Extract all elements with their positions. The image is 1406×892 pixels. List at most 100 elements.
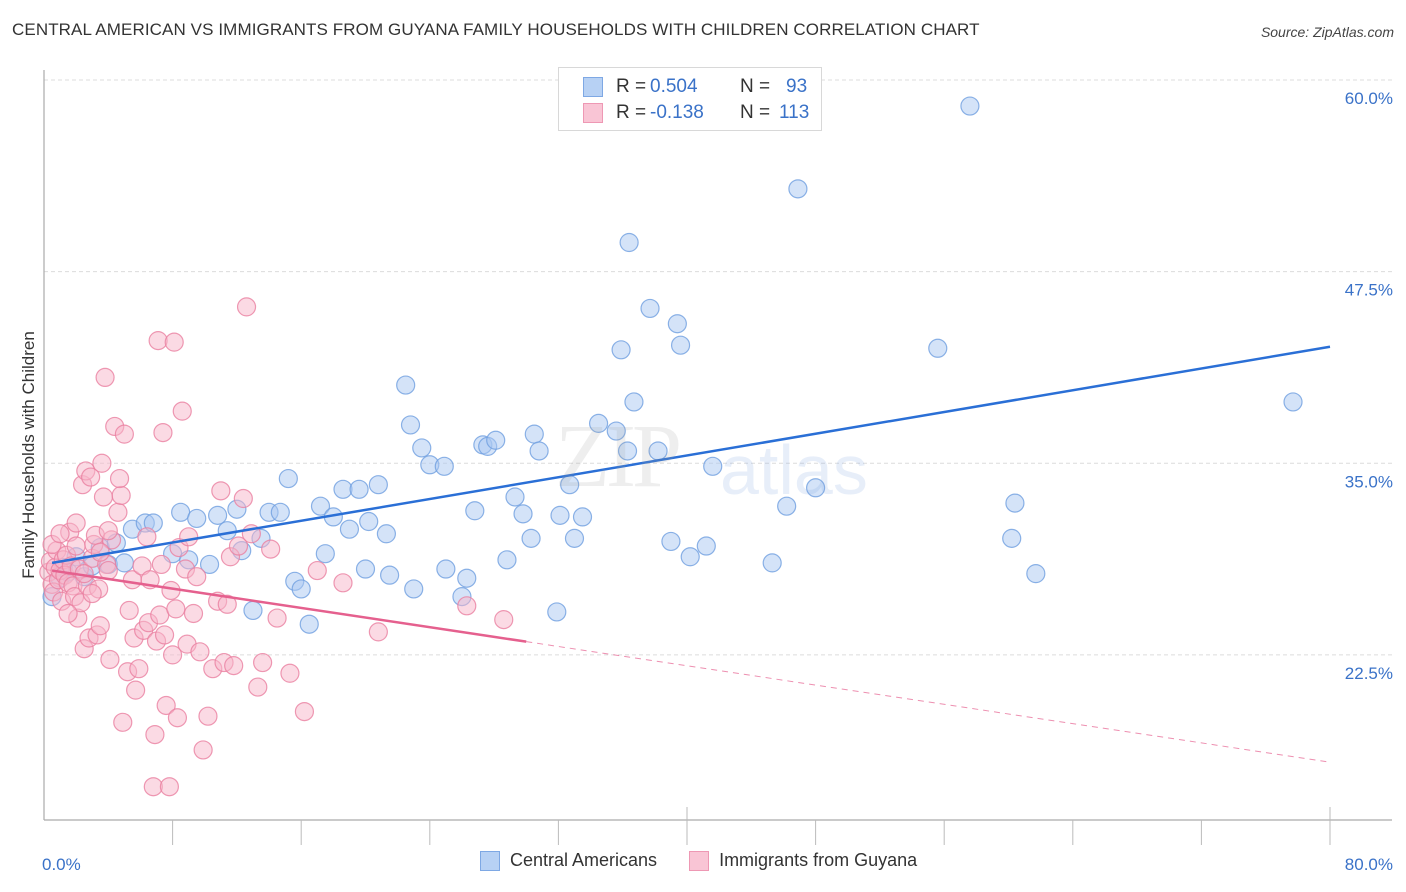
trend-line-central-americans bbox=[51, 345, 1331, 565]
data-point bbox=[58, 603, 78, 624]
data-point bbox=[270, 502, 290, 522]
data-point bbox=[436, 559, 456, 579]
data-point bbox=[171, 502, 191, 522]
data-point bbox=[159, 777, 179, 797]
data-point bbox=[762, 553, 782, 573]
data-point bbox=[497, 550, 517, 570]
data-point bbox=[294, 701, 315, 722]
data-point bbox=[611, 340, 631, 360]
data-point bbox=[670, 335, 691, 355]
trend-line-guyana-extension bbox=[526, 641, 1331, 763]
legend-row-guyana: R = -0.138 N = 113 bbox=[583, 100, 809, 126]
data-point bbox=[547, 602, 567, 622]
legend-n-label: N = bbox=[740, 102, 771, 123]
data-point bbox=[376, 524, 396, 544]
data-point bbox=[190, 642, 210, 662]
data-point bbox=[1002, 528, 1022, 548]
data-point bbox=[228, 536, 249, 556]
data-point bbox=[457, 568, 477, 588]
data-point bbox=[457, 596, 477, 616]
data-point bbox=[95, 367, 115, 388]
data-point bbox=[333, 573, 353, 593]
data-point bbox=[486, 430, 506, 450]
data-point bbox=[145, 724, 165, 745]
trend-lines bbox=[51, 345, 1331, 763]
data-point bbox=[100, 649, 120, 670]
data-point bbox=[66, 536, 86, 556]
data-point bbox=[150, 605, 170, 625]
data-point bbox=[154, 625, 175, 645]
legend-r-label: R = bbox=[616, 102, 647, 123]
data-point bbox=[680, 547, 700, 567]
data-point bbox=[183, 603, 204, 624]
data-point bbox=[310, 496, 331, 516]
data-point bbox=[291, 579, 311, 599]
data-point bbox=[126, 680, 146, 700]
data-point bbox=[703, 456, 723, 476]
data-point bbox=[550, 505, 570, 525]
data-point bbox=[224, 656, 244, 676]
legend-swatch-blue bbox=[583, 77, 603, 97]
data-point bbox=[108, 502, 128, 522]
data-point bbox=[1283, 392, 1303, 412]
data-point bbox=[339, 519, 360, 539]
data-point bbox=[193, 740, 213, 760]
data-point bbox=[111, 485, 131, 506]
legend-r-value: -0.138 bbox=[650, 102, 704, 123]
data-point bbox=[494, 610, 514, 630]
data-point bbox=[66, 513, 86, 533]
data-point bbox=[92, 453, 112, 473]
data-point bbox=[236, 297, 257, 317]
data-point bbox=[208, 505, 228, 525]
data-point bbox=[179, 527, 199, 547]
data-point bbox=[521, 528, 541, 548]
legend-swatch-pink bbox=[689, 850, 710, 871]
y-tick-label: 60.0% bbox=[1345, 89, 1393, 108]
legend-r-value: 0.504 bbox=[650, 76, 698, 97]
data-point bbox=[164, 332, 184, 352]
data-point bbox=[93, 487, 114, 507]
y-tick-label: 35.0% bbox=[1345, 472, 1393, 491]
data-point bbox=[564, 528, 585, 548]
data-point bbox=[243, 600, 263, 621]
data-point bbox=[198, 706, 218, 726]
axes bbox=[43, 70, 1392, 845]
data-point bbox=[156, 695, 176, 716]
data-point bbox=[148, 331, 168, 351]
data-point bbox=[143, 777, 163, 797]
legend-item-central-americans[interactable]: Central Americans bbox=[480, 850, 657, 871]
series-legend: Central Americans Immigrants from Guyana bbox=[480, 850, 949, 871]
data-point bbox=[90, 542, 110, 562]
data-point bbox=[217, 594, 237, 614]
data-point bbox=[404, 579, 424, 599]
data-point bbox=[199, 554, 220, 575]
data-point bbox=[400, 415, 421, 435]
data-point bbox=[119, 600, 139, 621]
data-point bbox=[166, 599, 186, 619]
data-point bbox=[151, 554, 171, 575]
data-point bbox=[661, 531, 681, 552]
legend-item-guyana[interactable]: Immigrants from Guyana bbox=[689, 850, 917, 871]
data-point bbox=[465, 501, 485, 521]
data-point bbox=[114, 553, 134, 573]
data-point bbox=[299, 614, 319, 634]
data-point bbox=[349, 479, 369, 499]
data-point bbox=[434, 456, 454, 476]
legend-n-value: 113 bbox=[779, 102, 810, 123]
data-point bbox=[380, 565, 400, 585]
trend-line-guyana bbox=[51, 569, 527, 643]
series-guyana bbox=[39, 297, 514, 797]
data-point bbox=[1005, 493, 1025, 513]
legend-swatch-blue bbox=[480, 850, 500, 871]
data-point bbox=[572, 507, 593, 527]
data-point bbox=[788, 179, 808, 199]
data-point bbox=[333, 479, 353, 499]
data-point bbox=[505, 487, 525, 507]
data-point bbox=[412, 438, 432, 458]
data-point bbox=[90, 616, 110, 636]
data-point bbox=[129, 659, 149, 679]
data-point bbox=[233, 488, 253, 509]
data-point bbox=[524, 424, 544, 444]
legend-label: Immigrants from Guyana bbox=[719, 850, 918, 870]
